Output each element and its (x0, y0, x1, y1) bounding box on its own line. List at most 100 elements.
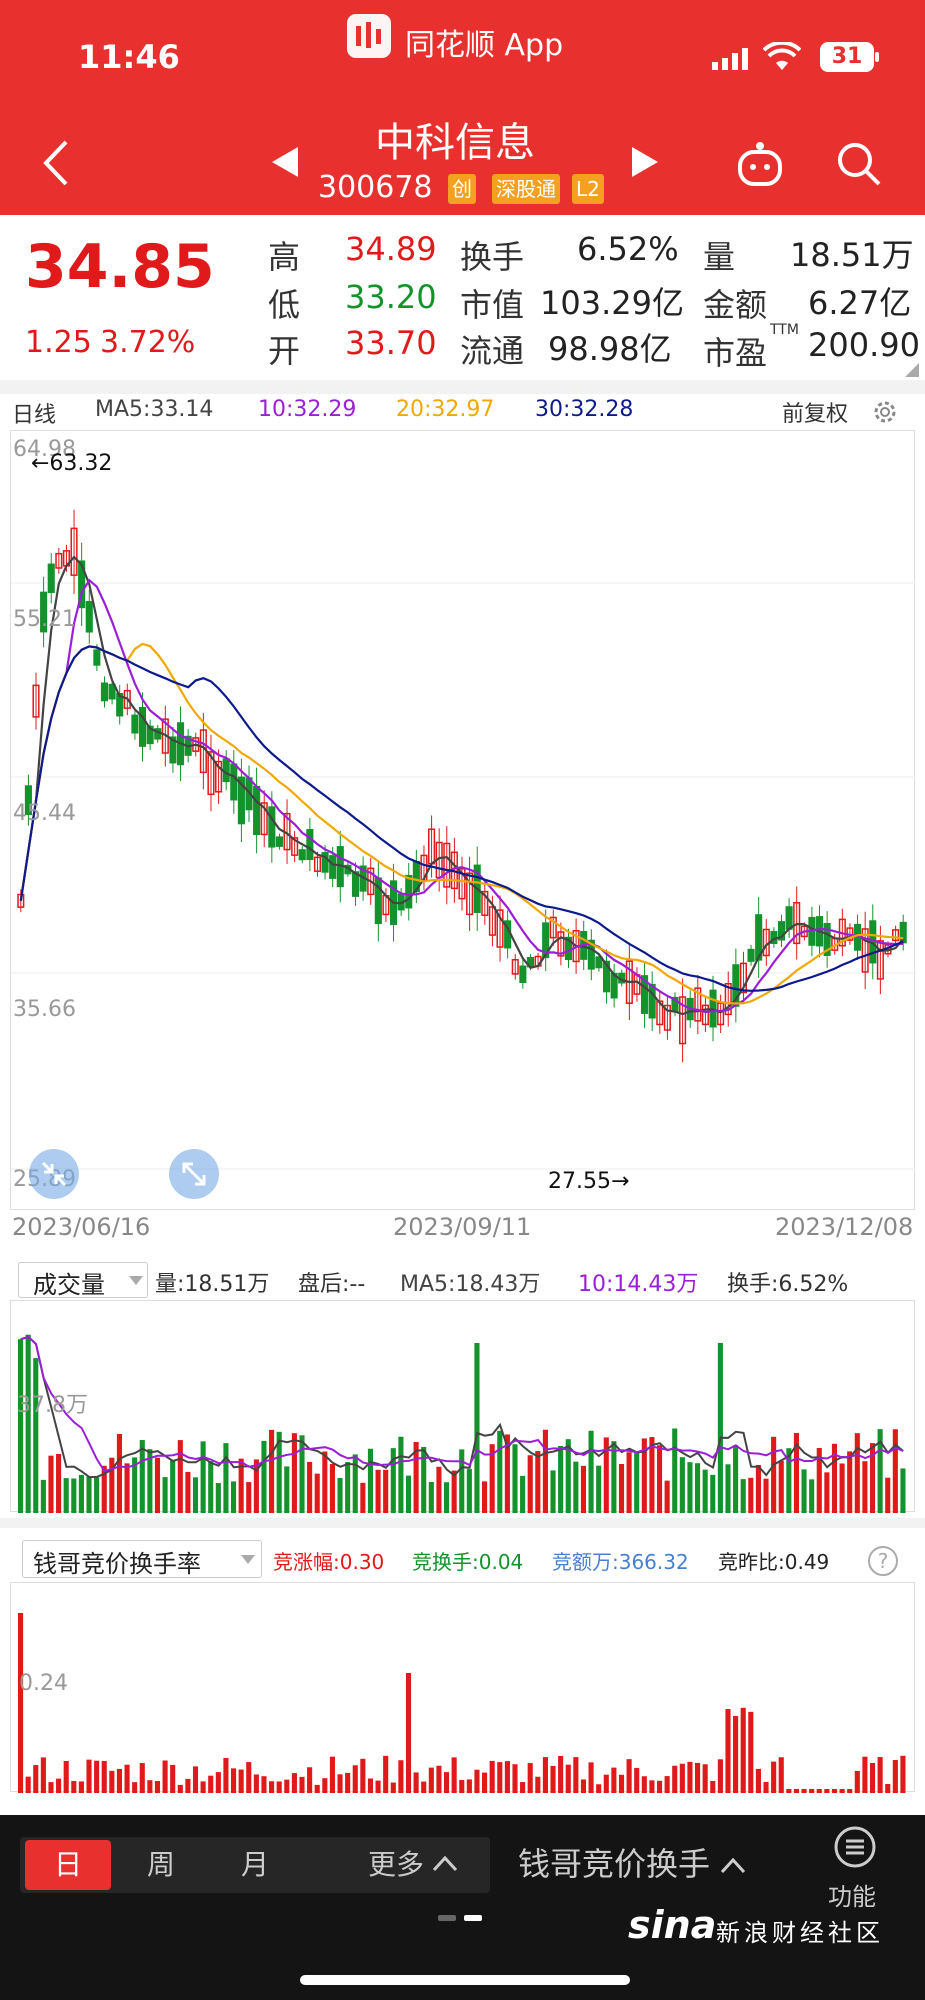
volume-bar (162, 1477, 168, 1513)
auction-bar (466, 1779, 472, 1793)
robot-assistant-button[interactable] (735, 140, 785, 188)
app-name: 同花顺 App (405, 28, 564, 63)
auction-rise: 竞涨幅:0.30 (273, 1550, 385, 1574)
volume-bar (717, 1343, 723, 1513)
volume-bar (436, 1466, 442, 1513)
candle-body (595, 956, 603, 969)
pe-sup: TTM (770, 322, 799, 338)
volume-bar (147, 1449, 153, 1513)
auction-bar (748, 1711, 754, 1793)
volume-bar (474, 1343, 480, 1513)
home-indicator[interactable] (300, 1975, 630, 1985)
stock-code: 300678 (318, 170, 433, 205)
sina-caption: 新浪财经社区 (716, 1919, 884, 1947)
float-value: 98.98亿 (548, 330, 672, 368)
auction-chart[interactable]: 0.24 (10, 1582, 915, 1793)
auction-bar (482, 1772, 488, 1793)
volume-bar (755, 1464, 761, 1513)
auction-bar (512, 1764, 518, 1793)
tab-month[interactable]: 月 (240, 1848, 269, 1881)
candle-body (108, 683, 116, 700)
sina-logo: sina (628, 1903, 717, 1947)
auction-bar (139, 1763, 145, 1793)
next-stock-button[interactable] (630, 145, 660, 179)
auction-bar (154, 1780, 161, 1793)
pe-label: 市盈 (703, 334, 768, 372)
zoom-out-button[interactable] (29, 1149, 79, 1199)
volume-bar (482, 1481, 488, 1513)
search-button[interactable] (835, 140, 885, 190)
caret-down-icon (129, 1276, 143, 1285)
auction-bar (892, 1760, 898, 1793)
auction-bar (854, 1770, 860, 1793)
candle-body (663, 1004, 671, 1031)
candle-body (701, 1004, 709, 1026)
indicator-selector[interactable]: 钱哥竞价换手 (518, 1839, 710, 1889)
candle-body (24, 785, 32, 816)
auction-bar (900, 1755, 906, 1793)
auction-bar (573, 1757, 579, 1793)
volume-bar (809, 1479, 815, 1513)
kline-chart[interactable]: 64.98 55.21 45.44 35.66 25.89 ←63.32 27.… (10, 430, 916, 1210)
back-button[interactable] (38, 138, 78, 188)
volume-bar (360, 1482, 366, 1513)
auction-bar (520, 1782, 526, 1793)
tab-day[interactable]: 日 (25, 1840, 111, 1890)
volume-bar (824, 1472, 830, 1513)
help-icon: ? (877, 1549, 889, 1573)
tab-week[interactable]: 周 (146, 1848, 175, 1881)
candle-body (215, 760, 223, 793)
settings-gear-button[interactable] (872, 399, 898, 425)
auction-bar (383, 1755, 389, 1793)
bottom-bar: 日 周 月 更多 钱哥竞价换手 功能 sina 新浪财经社区 (0, 1815, 925, 2000)
volume-bar (337, 1477, 343, 1513)
candle-body (78, 560, 86, 609)
volume-bar (132, 1457, 138, 1513)
volume-bar (771, 1436, 777, 1513)
page-dots (438, 1915, 488, 1923)
volume-bar (200, 1441, 206, 1513)
fullscreen-button[interactable] (169, 1149, 219, 1199)
expand-corner-icon[interactable] (905, 362, 919, 377)
volume-bar (238, 1458, 244, 1513)
high-value: 34.89 (345, 230, 437, 268)
auction-bar (185, 1778, 191, 1793)
candle-body (222, 758, 230, 783)
tab-more[interactable]: 更多 (367, 1848, 424, 1881)
auction-bar (71, 1780, 77, 1793)
candle-body (298, 849, 306, 861)
candle-body (169, 736, 177, 764)
auction-bar (459, 1779, 465, 1793)
prev-stock-button[interactable] (270, 145, 300, 179)
price-change: 1.25 (25, 325, 92, 360)
auction-bar (588, 1762, 594, 1793)
auction-turnover: 竞换手:0.04 (412, 1550, 524, 1574)
kline-period[interactable]: 日线 (12, 403, 57, 428)
auction-bar (603, 1774, 609, 1793)
auction-bar (269, 1781, 275, 1793)
volume-selector[interactable]: 成交量 (18, 1262, 148, 1299)
auction-bar (550, 1765, 556, 1793)
auction-bar (672, 1765, 678, 1793)
help-button[interactable]: ? (868, 1546, 898, 1576)
volume-chart[interactable]: 37.8万 (10, 1300, 915, 1513)
volume-bar (18, 1339, 24, 1513)
function-button[interactable]: 功能 (820, 1825, 890, 1915)
volume-bar (793, 1432, 800, 1513)
float-label: 流通 (460, 332, 525, 370)
volume-bar (223, 1443, 229, 1513)
candle-body (321, 851, 329, 873)
adjust-label[interactable]: 前复权 (782, 402, 849, 427)
volume-bar (390, 1448, 396, 1513)
auction-bar (451, 1757, 457, 1793)
auction-bar (208, 1775, 214, 1793)
auction-bar (413, 1772, 419, 1793)
expand-icon (182, 1162, 206, 1186)
high-marker: ←63.32 (31, 451, 113, 476)
auction-bar (816, 1789, 822, 1793)
auction-bar (839, 1789, 845, 1793)
vol-turnover: 换手:6.52% (727, 1272, 849, 1297)
auction-selector[interactable]: 钱哥竞价换手率 (22, 1540, 262, 1578)
candle-body (138, 707, 147, 747)
volume-bar (78, 1474, 84, 1513)
